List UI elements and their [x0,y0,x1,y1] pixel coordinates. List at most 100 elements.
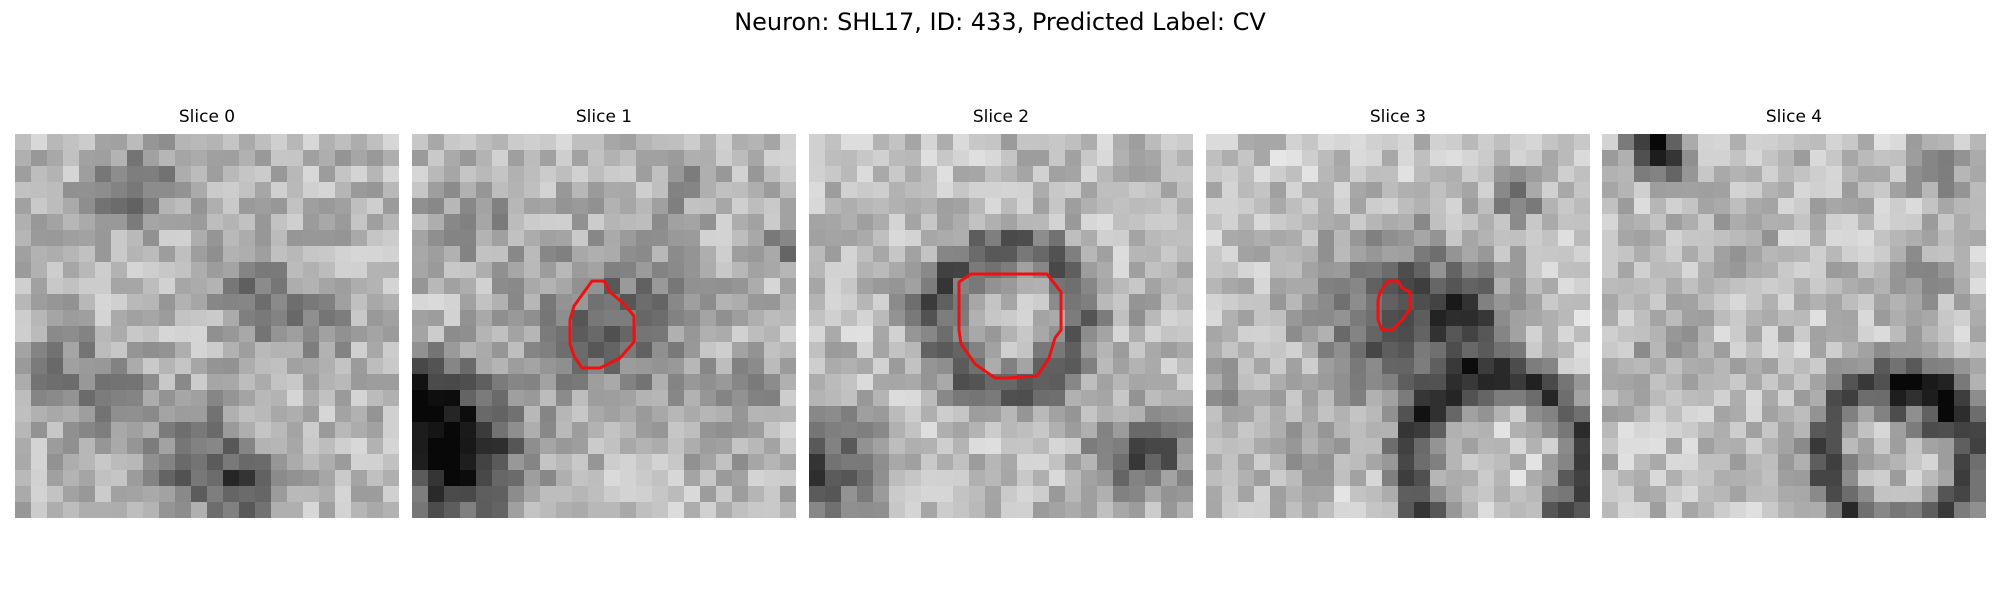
image-pixel [1065,454,1082,471]
image-pixel [1842,246,1859,263]
image-pixel [412,262,429,279]
image-pixel [47,246,64,263]
image-pixel [1954,278,1971,295]
image-pixel [1206,502,1223,518]
image-pixel [1270,326,1287,343]
image-pixel [1097,278,1114,295]
image-pixel [1350,214,1367,231]
image-pixel [1558,134,1575,151]
image-pixel [764,454,781,471]
image-pixel [191,422,208,439]
image-pixel [1794,342,1811,359]
image-pixel [1810,390,1827,407]
image-pixel [1778,326,1795,343]
image-pixel [460,262,477,279]
image-pixel [572,214,589,231]
image-pixel [31,326,48,343]
image-pixel [1033,214,1050,231]
image-pixel [780,374,796,391]
image-pixel [620,390,637,407]
image-pixel [1526,358,1543,375]
image-pixel [1382,166,1399,183]
image-pixel [1462,390,1479,407]
image-pixel [1081,470,1098,487]
image-pixel [1858,422,1875,439]
image-pixel [476,502,493,518]
image-pixel [1682,422,1699,439]
image-pixel [748,294,765,311]
image-pixel [700,262,717,279]
image-pixel [223,198,240,215]
image-pixel [1698,182,1715,199]
image-pixel [207,374,224,391]
image-pixel [841,294,858,311]
image-pixel [700,310,717,327]
image-pixel [1510,454,1527,471]
image-pixel [239,198,256,215]
image-pixel [700,438,717,455]
image-pixel [748,134,765,151]
image-pixel [825,454,842,471]
image-pixel [319,502,336,518]
image-pixel [303,150,320,167]
image-pixel [1526,310,1543,327]
image-pixel [1270,198,1287,215]
image-pixel [1254,326,1271,343]
image-pixel [1826,198,1843,215]
image-pixel [556,502,573,518]
image-pixel [620,246,637,263]
image-pixel [889,198,906,215]
image-pixel [889,230,906,247]
image-pixel [1302,294,1319,311]
image-pixel [460,214,477,231]
image-pixel [223,406,240,423]
image-pixel [809,486,826,503]
image-pixel [1922,134,1939,151]
image-pixel [319,198,336,215]
image-pixel [351,166,368,183]
image-pixel [1001,166,1018,183]
image-pixel [1366,422,1383,439]
image-pixel [143,470,160,487]
image-pixel [95,502,112,518]
image-pixel [1526,486,1543,503]
image-pixel [31,246,48,263]
image-pixel [604,470,621,487]
image-pixel [1510,342,1527,359]
image-pixel [287,230,304,247]
image-pixel [1938,406,1955,423]
image-pixel [1810,198,1827,215]
image-pixel [1922,246,1939,263]
image-pixel [716,150,733,167]
image-pixel [1033,310,1050,327]
image-pixel [556,166,573,183]
image-pixel [889,246,906,263]
image-pixel [127,486,144,503]
image-pixel [1558,214,1575,231]
image-pixel [1462,166,1479,183]
image-pixel [1302,326,1319,343]
image-pixel [1698,278,1715,295]
image-pixel [1762,390,1779,407]
image-pixel [175,422,192,439]
image-pixel [1810,406,1827,423]
image-pixel [764,294,781,311]
image-pixel [1350,230,1367,247]
image-pixel [905,134,922,151]
image-pixel [857,406,874,423]
image-pixel [255,310,272,327]
image-pixel [1730,294,1747,311]
image-pixel [303,182,320,199]
image-pixel [1890,262,1907,279]
image-pixel [1874,422,1891,439]
image-pixel [1033,150,1050,167]
image-pixel [1113,310,1130,327]
image-pixel [905,310,922,327]
image-pixel [255,422,272,439]
image-pixel [143,358,160,375]
image-pixel [1874,374,1891,391]
image-pixel [95,470,112,487]
image-pixel [1922,374,1939,391]
image-pixel [1558,182,1575,199]
image-pixel [319,390,336,407]
